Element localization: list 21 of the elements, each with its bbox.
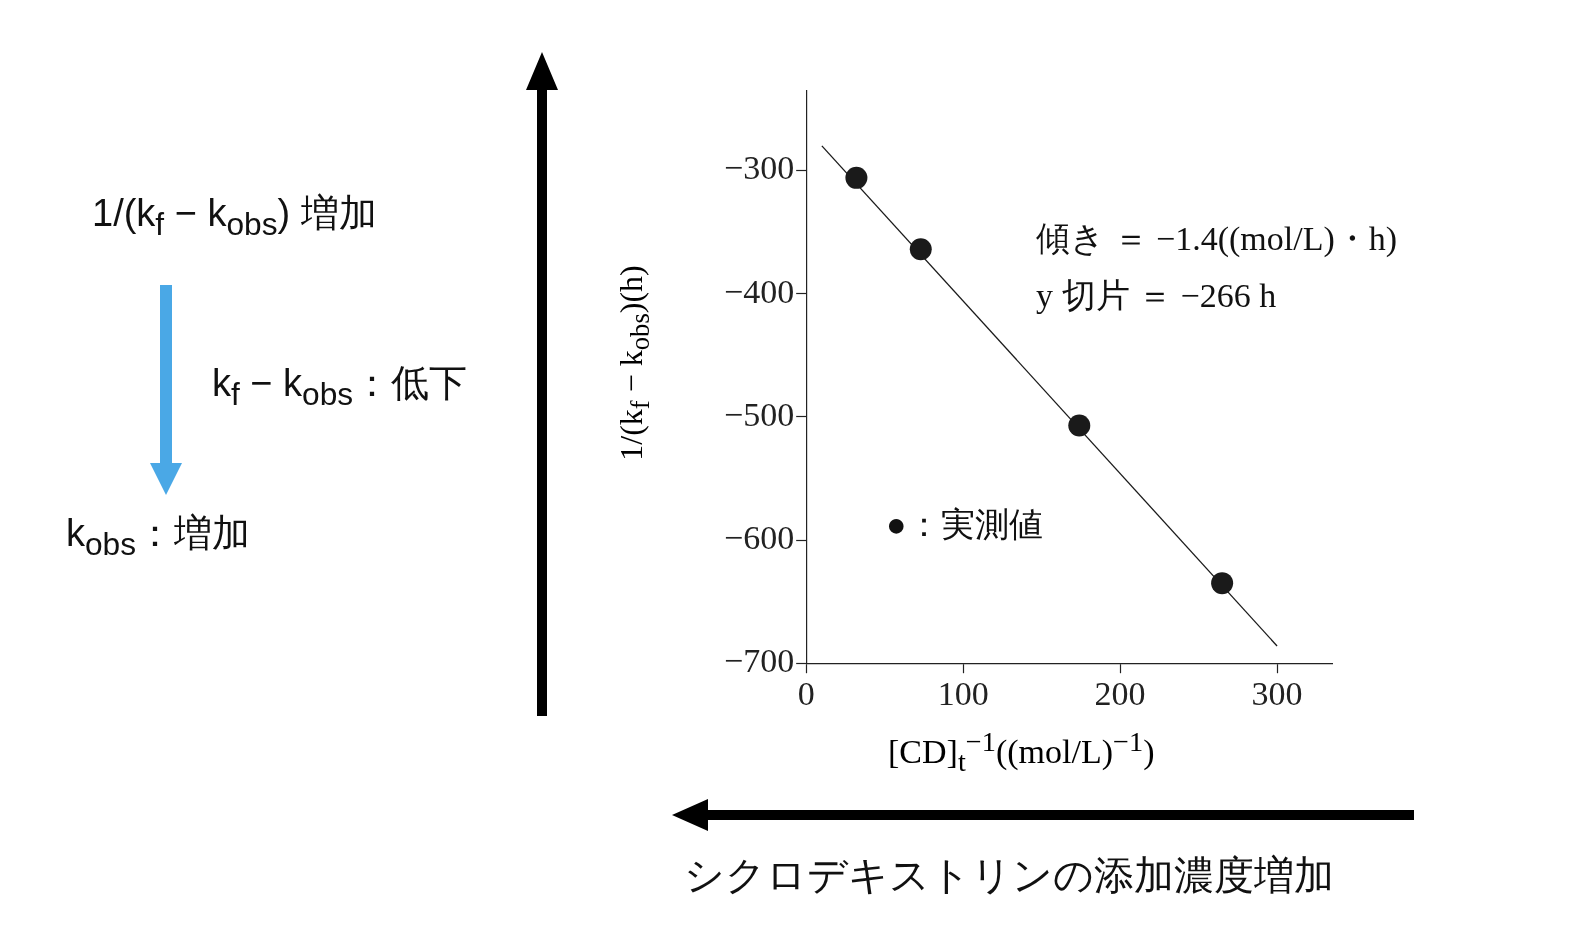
point: [845, 166, 868, 189]
text: シクロデキストリンの添加濃度増加: [684, 852, 1334, 899]
text: 1/(k$_{f}$ − k$_{obs}$) 増加: [92, 191, 377, 243]
point: [1211, 572, 1234, 595]
x-tick-label: 100: [937, 674, 989, 712]
y-tick-label: −700: [723, 642, 795, 680]
y-tick-label: −600: [723, 518, 795, 556]
text: k$_{f}$ − k$_{obs}$：低下: [212, 361, 468, 413]
text: k$_{obs}$：増加: [66, 511, 251, 563]
point: [909, 238, 932, 261]
y-tick-label: −500: [723, 395, 795, 433]
point: [1068, 414, 1091, 437]
annotation: ●：実測値: [886, 505, 1043, 545]
x-axis-title: [CD]$_{t}$$^{−1}$((mol/L)$^{−1}$): [888, 726, 1155, 779]
y-tick-label: −300: [723, 149, 795, 187]
x-tick-label: 300: [1251, 674, 1303, 712]
y-tick-label: −400: [723, 272, 795, 310]
annotation: y 切片 ＝ −266 h: [1036, 276, 1277, 316]
x-tick-label: 200: [1094, 674, 1146, 712]
x-tick-label: 0: [797, 674, 815, 712]
annotation: 傾き ＝ −1.4((mol/L)・h): [1036, 219, 1398, 259]
